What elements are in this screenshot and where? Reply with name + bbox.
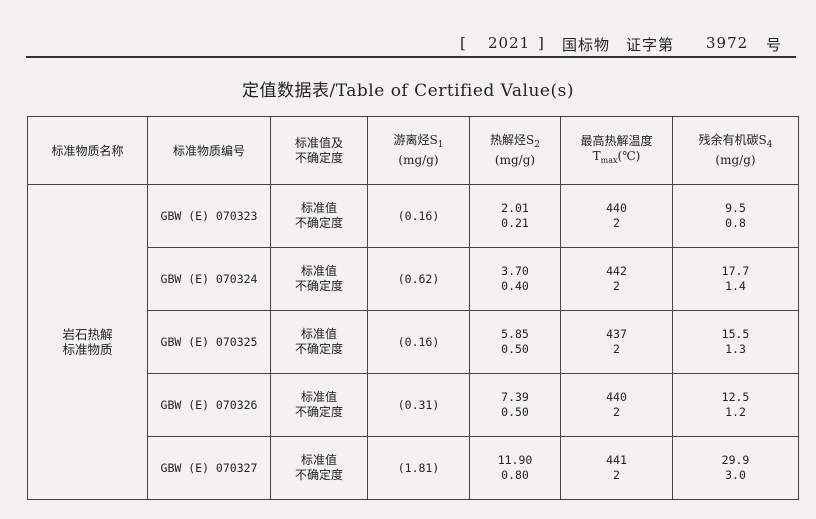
- col-header-s4: 残余有机碳S4 (mg/g): [672, 116, 799, 185]
- code-cell: GBW (E) 070323: [147, 184, 271, 248]
- s1-cell: (0.31): [367, 373, 470, 437]
- col-header-s1: 游离烃S1 (mg/g): [367, 116, 470, 185]
- table-row: GBW (E) 070327 标准值 不确定度 (1.81) 11.90 0.80 …: [28, 436, 799, 500]
- table-row: 岩石热解 标准物质 GBW (E) 070323 标准值 不确定度 (0.16) …: [27, 184, 799, 500]
- certificate-number-header: [ 2021 ] 国标物 证字第 3972 号: [460, 34, 790, 56]
- s2-cell: 7.39 0.50: [469, 373, 561, 437]
- s1-cell: (1.81): [367, 436, 470, 500]
- kind-cell: 标准值 不确定度: [270, 247, 368, 311]
- s4-cell: 12.5 1.2: [672, 373, 799, 437]
- certificate-suffix: 号: [766, 36, 783, 54]
- col-header-s2: 热解烃S2 (mg/g): [469, 116, 561, 185]
- s1-cell: (0.62): [367, 247, 470, 311]
- col-header-tmax: 最高热解温度 Tmax(℃): [560, 116, 673, 185]
- certificate-label: 国标物 证字第: [562, 36, 675, 54]
- kind-cell: 标准值 不确定度: [270, 184, 368, 248]
- tmax-cell: 440 2: [560, 184, 673, 248]
- group-name-cell: 岩石热解 标准物质: [27, 184, 148, 500]
- code-cell: GBW (E) 070326: [147, 373, 271, 437]
- table-row: GBW (E) 070325 标准值 不确定度 (0.16) 5.85 0.50 4…: [28, 310, 799, 374]
- s4-cell: 17.7 1.4: [672, 247, 799, 311]
- kind-cell: 标准值 不确定度: [270, 436, 368, 500]
- s1-cell: (0.16): [367, 310, 470, 374]
- s2-cell: 5.85 0.50: [469, 310, 561, 374]
- code-cell: GBW (E) 070324: [147, 247, 271, 311]
- tmax-cell: 440 2: [560, 373, 673, 437]
- s2-cell: 11.90 0.80: [469, 436, 561, 500]
- tmax-cell: 442 2: [560, 247, 673, 311]
- kind-cell: 标准值 不确定度: [270, 373, 368, 437]
- certificate-year: 2021: [488, 34, 531, 52]
- bracket-close: ]: [538, 34, 545, 52]
- table-row: GBW (E) 070324 标准值 不确定度 (0.62) 3.70 0.40 4…: [28, 247, 799, 311]
- kind-cell: 标准值 不确定度: [270, 310, 368, 374]
- header-rule: [26, 56, 796, 58]
- s4-cell: 15.5 1.3: [672, 310, 799, 374]
- tmax-cell: 441 2: [560, 436, 673, 500]
- s4-cell: 9.5 0.8: [672, 184, 799, 248]
- s4-cell: 29.9 3.0: [672, 436, 799, 500]
- col-header-code: 标准物质编号: [147, 116, 271, 185]
- certified-values-table: 标准物质名称 标准物质编号 标准值及 不确定度 游离烃S1 (mg/g) 热解烃…: [27, 116, 799, 500]
- s2-cell: 3.70 0.40: [469, 247, 561, 311]
- col-header-kind: 标准值及 不确定度: [270, 116, 368, 185]
- s1-cell: (0.16): [367, 184, 470, 248]
- code-cell: GBW (E) 070327: [147, 436, 271, 500]
- page-title: 定值数据表/Table of Certified Value(s): [242, 81, 574, 101]
- bracket-open: [: [460, 34, 467, 52]
- tmax-cell: 437 2: [560, 310, 673, 374]
- table-header-row: 标准物质名称 标准物质编号 标准值及 不确定度 游离烃S1 (mg/g) 热解烃…: [27, 116, 799, 185]
- certificate-number: 3972: [706, 34, 749, 52]
- s2-cell: 2.01 0.21: [469, 184, 561, 248]
- col-header-name: 标准物质名称: [27, 116, 148, 185]
- code-cell: GBW (E) 070325: [147, 310, 271, 374]
